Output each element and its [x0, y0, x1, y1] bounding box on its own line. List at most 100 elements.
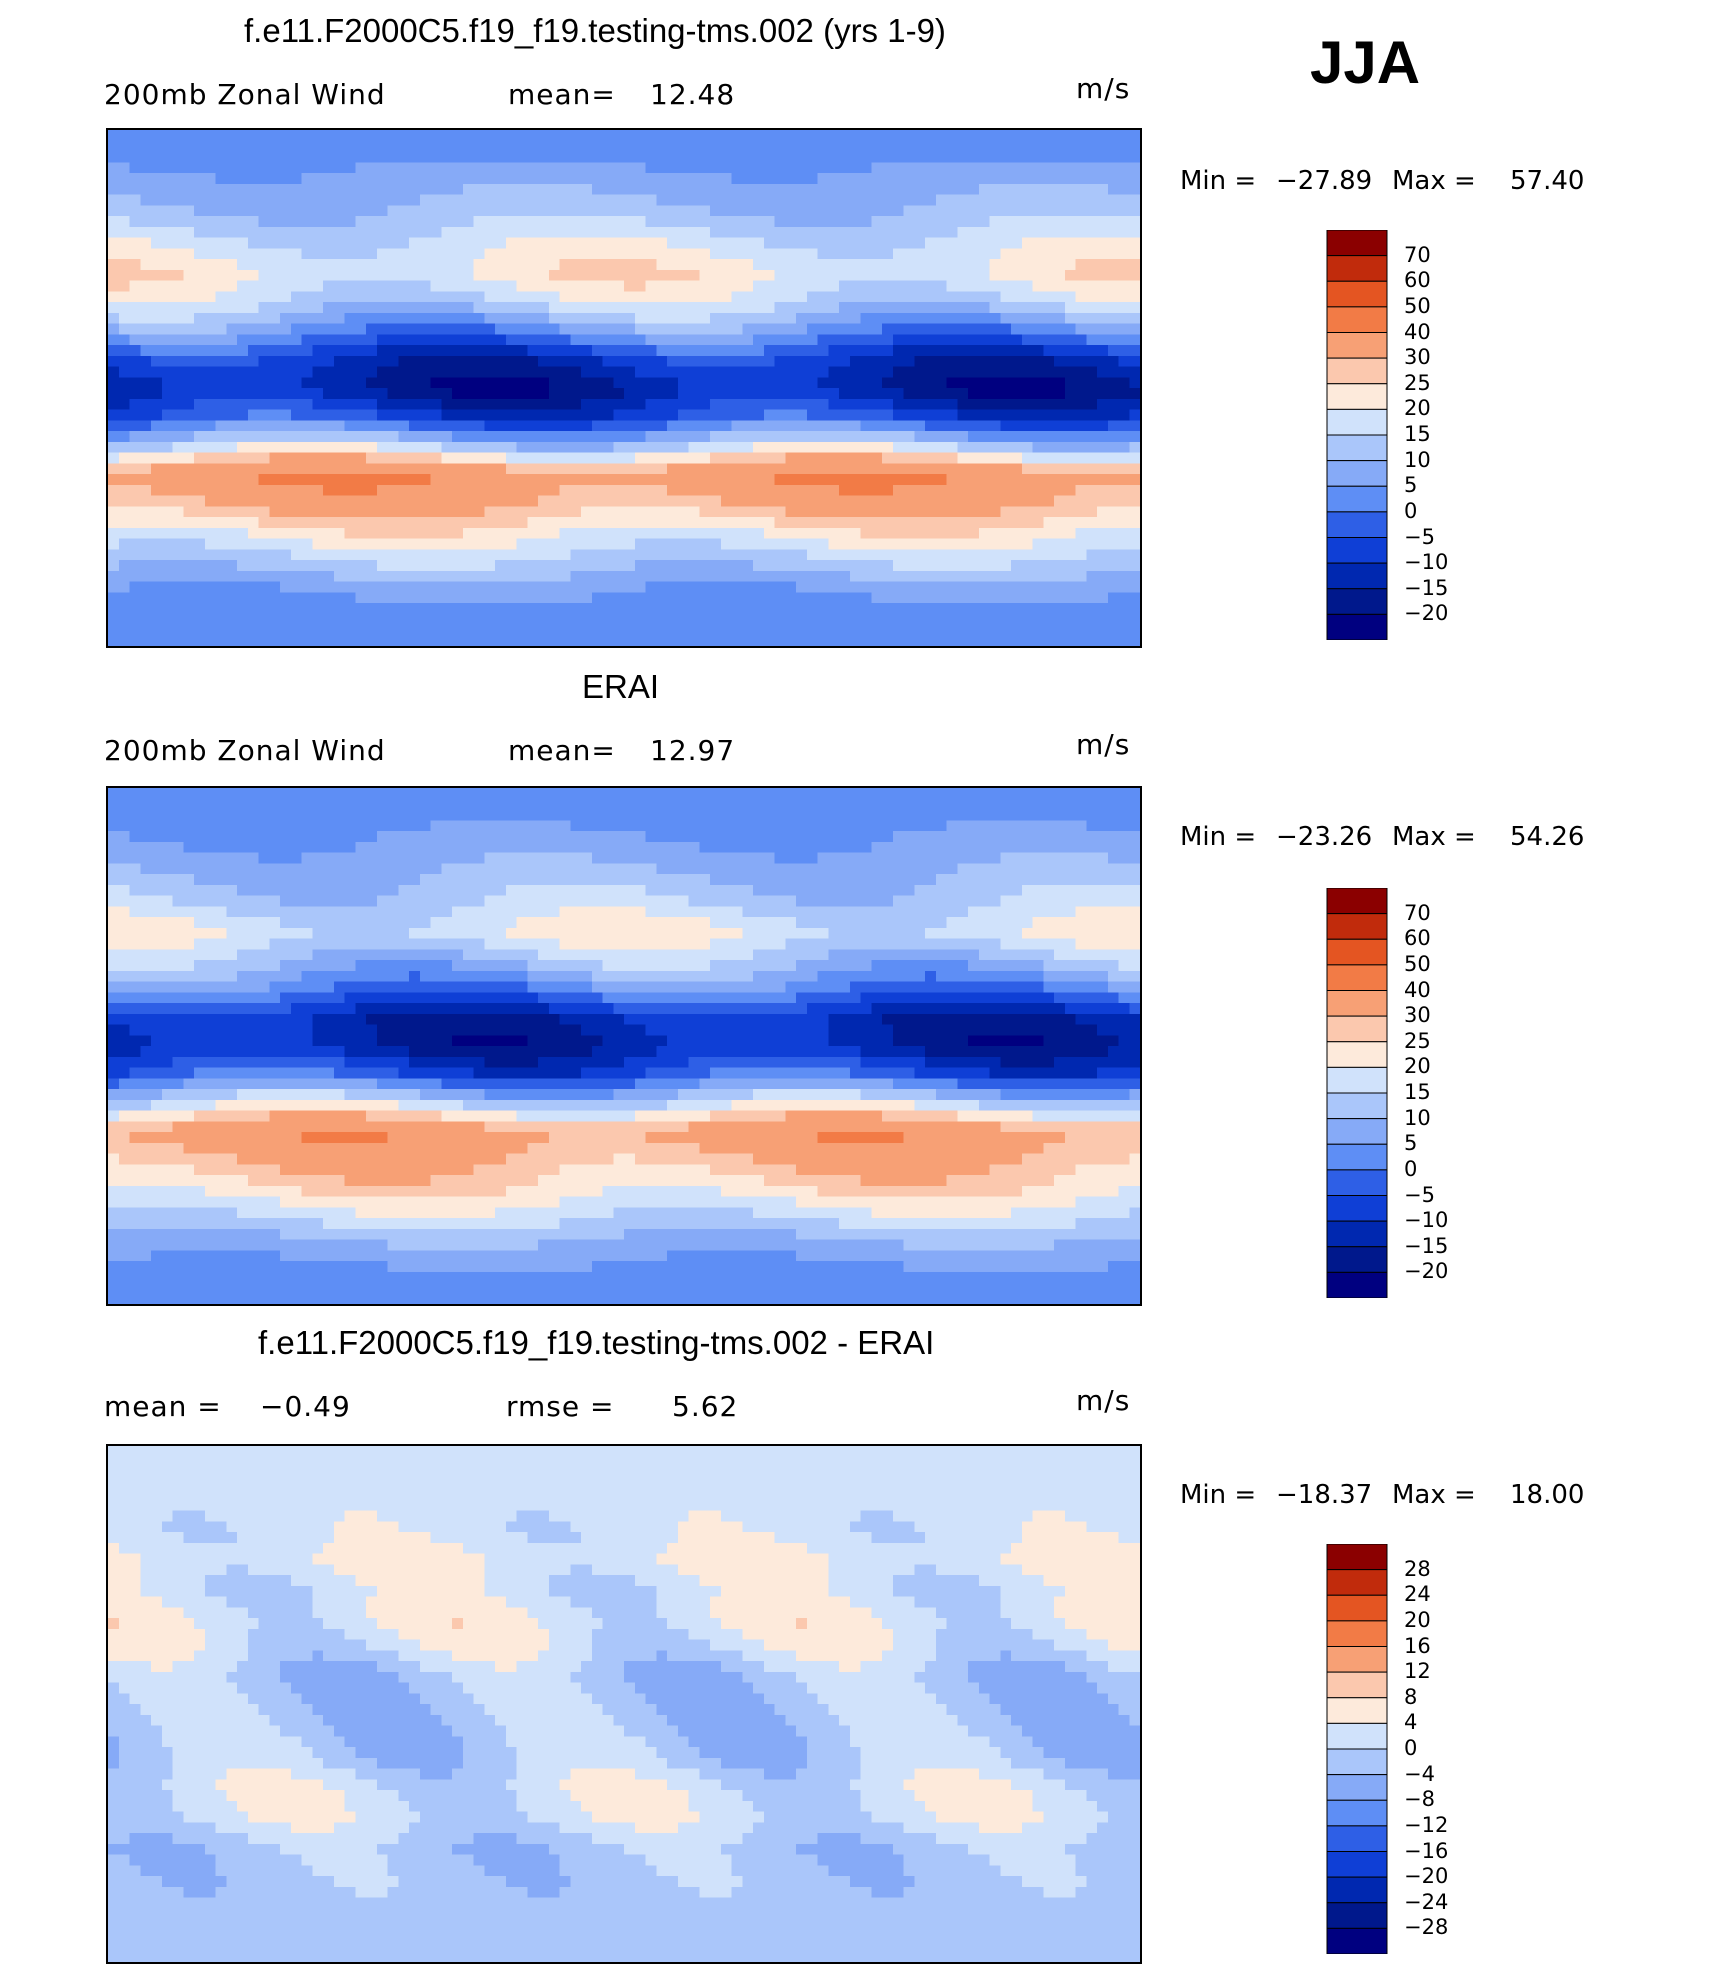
colorbar-swatch: [1326, 1569, 1388, 1596]
panel3-min-value: −18.37: [1276, 1480, 1373, 1510]
colorbar-tick-label: 30: [1404, 345, 1431, 370]
colorbar-tick-label: 20: [1404, 396, 1431, 421]
colorbar-tick-label: 16: [1404, 1633, 1431, 1658]
colorbar-swatch: [1326, 613, 1388, 640]
panel1-max-label: Max =: [1392, 166, 1476, 196]
colorbar-swatch: [1326, 1825, 1388, 1852]
colorbar-swatch: [1326, 383, 1388, 410]
panel2-min-label: Min =: [1180, 822, 1257, 852]
colorbar-tick-label: 60: [1404, 926, 1431, 951]
panel2-title: ERAI: [582, 668, 660, 705]
panel2-map: [106, 786, 1142, 1306]
colorbar-swatch: [1326, 1927, 1388, 1954]
colorbar-swatch: [1326, 562, 1388, 590]
panel3-rmse-value: 5.62: [672, 1390, 739, 1423]
colorbar-swatch: [1326, 938, 1388, 966]
colorbar-tick-label: 15: [1404, 422, 1431, 446]
colorbar-swatch: [1326, 1748, 1388, 1776]
colorbar-tick-label: 8: [1404, 1684, 1418, 1709]
panel3-rmse-label: rmse =: [506, 1390, 615, 1423]
panel2-min-value: −23.26: [1276, 822, 1373, 852]
panel3-max-value: 18.00: [1510, 1480, 1585, 1510]
panel3-mean-value: −0.49: [260, 1390, 351, 1423]
colorbar-swatch: [1326, 1876, 1388, 1904]
colorbar-swatch: [1326, 1246, 1388, 1273]
colorbar-tick-label: −20: [1404, 1864, 1449, 1889]
colorbar-swatch: [1326, 1774, 1388, 1801]
colorbar-tick-label: −4: [1404, 1761, 1435, 1786]
panel2-mean-label: mean=: [508, 734, 616, 767]
colorbar-tick-label: 24: [1404, 1582, 1431, 1607]
colorbar-swatch: [1326, 408, 1388, 436]
panel1-map: [106, 128, 1142, 648]
colorbar-tick-label: 70: [1404, 242, 1431, 267]
colorbar-tick-label: −10: [1404, 1208, 1449, 1233]
colorbar-tick-label: −5: [1404, 524, 1435, 549]
colorbar-tick-label: −15: [1404, 575, 1449, 600]
colorbar-tick-label: −20: [1404, 601, 1449, 626]
colorbar-swatch: [1326, 964, 1388, 991]
colorbar-tick-label: 5: [1404, 473, 1418, 498]
map-field: [108, 1446, 1140, 1962]
colorbar-swatch: [1326, 1195, 1388, 1222]
panel1-max-value: 57.40: [1510, 166, 1585, 196]
panel1-mean-label: mean=: [508, 78, 616, 111]
colorbar-tick-label: 40: [1404, 319, 1431, 344]
colorbar-swatch: [1326, 1722, 1388, 1750]
colorbar-swatch: [1326, 1594, 1388, 1622]
panel1-variable-label: 200mb Zonal Wind: [104, 78, 386, 111]
colorbar-swatch: [1326, 1697, 1388, 1724]
colorbar-tick-label: 10: [1404, 447, 1431, 472]
panel3-colorbar: [1326, 1544, 1388, 1954]
colorbar-swatch: [1326, 1851, 1388, 1878]
colorbar-tick-label: 25: [1404, 1028, 1431, 1053]
colorbar-swatch: [1326, 1015, 1388, 1043]
colorbar-tick-label: 0: [1404, 1736, 1418, 1760]
colorbar-swatch: [1326, 1620, 1388, 1647]
colorbar-tick-label: 20: [1404, 1054, 1431, 1079]
panel2-max-value: 54.26: [1510, 822, 1585, 852]
colorbar-swatch: [1326, 1799, 1388, 1827]
colorbar-swatch: [1326, 306, 1388, 333]
panel1-units: m/s: [1076, 72, 1131, 105]
season-label: JJA: [1310, 29, 1421, 96]
panel1-colorbar: [1326, 230, 1388, 640]
colorbar-swatch: [1326, 230, 1388, 257]
panel2-mean-value: 12.97: [650, 734, 736, 767]
colorbar-swatch: [1326, 332, 1388, 359]
colorbar-swatch: [1326, 1066, 1388, 1094]
colorbar-swatch: [1326, 255, 1388, 282]
colorbar-swatch: [1326, 888, 1388, 915]
colorbar-swatch: [1326, 1169, 1388, 1196]
panel3-mean-label: mean =: [104, 1390, 222, 1423]
colorbar-swatch: [1326, 511, 1388, 538]
colorbar-swatch: [1326, 1671, 1388, 1699]
panel1-mean-value: 12.48: [650, 78, 736, 111]
colorbar-tick-label: 4: [1404, 1710, 1418, 1735]
colorbar-swatch: [1326, 537, 1388, 564]
colorbar-tick-label: 12: [1404, 1659, 1431, 1684]
colorbar-tick-label: −5: [1404, 1182, 1435, 1207]
colorbar-swatch: [1326, 1646, 1388, 1673]
colorbar-swatch: [1326, 1544, 1388, 1571]
colorbar-tick-label: −8: [1404, 1787, 1435, 1812]
colorbar-swatch: [1326, 1902, 1388, 1929]
colorbar-swatch: [1326, 990, 1388, 1017]
map-field: [108, 788, 1140, 1304]
colorbar-tick-label: 20: [1404, 1607, 1431, 1632]
panel1-min-value: −27.89: [1276, 166, 1373, 196]
colorbar-swatch: [1326, 1041, 1388, 1068]
panel1-title: f.e11.F2000C5.f19_f19.testing-tms.002 (y…: [244, 12, 946, 49]
colorbar-tick-label: 30: [1404, 1003, 1431, 1028]
colorbar-tick-label: −16: [1404, 1838, 1449, 1863]
colorbar-swatch: [1326, 357, 1388, 385]
colorbar-tick-label: 60: [1404, 268, 1431, 293]
panel3-title: f.e11.F2000C5.f19_f19.testing-tms.002 - …: [258, 1324, 935, 1361]
colorbar-tick-label: 15: [1404, 1080, 1431, 1104]
colorbar-swatch: [1326, 1271, 1388, 1298]
colorbar-swatch: [1326, 434, 1388, 462]
colorbar-tick-label: −12: [1404, 1812, 1449, 1837]
colorbar-swatch: [1326, 913, 1388, 940]
colorbar-swatch: [1326, 1092, 1388, 1120]
colorbar-swatch: [1326, 1220, 1388, 1248]
